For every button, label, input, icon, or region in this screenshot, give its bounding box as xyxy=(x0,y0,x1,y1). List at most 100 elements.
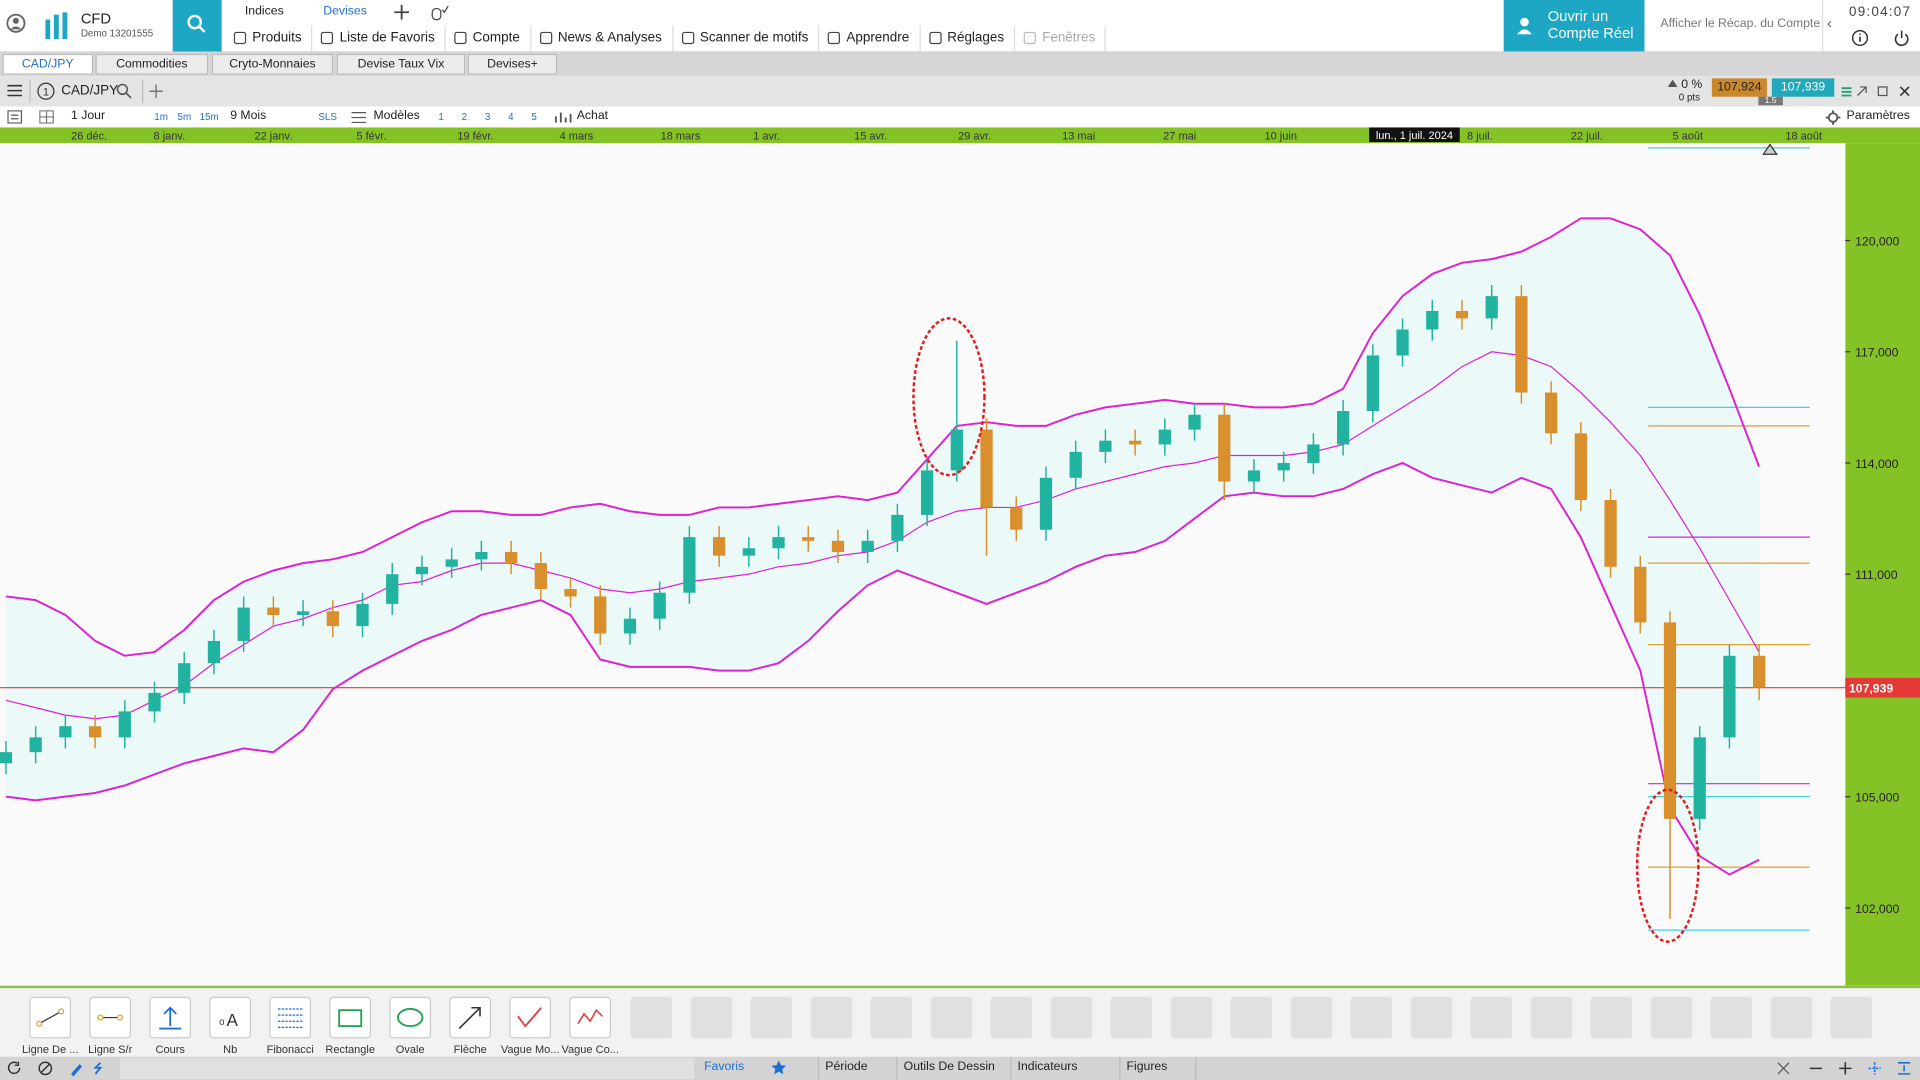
quick-interval[interactable]: 1m xyxy=(154,111,168,123)
power-icon[interactable] xyxy=(1893,29,1910,47)
candle-body xyxy=(148,692,161,712)
candle-body xyxy=(1455,310,1469,319)
empty-slot xyxy=(1350,996,1393,1039)
menu-item[interactable]: Scanner de motifs xyxy=(673,25,820,52)
layout-number[interactable]: 3 xyxy=(484,111,491,123)
zoom-controls[interactable] xyxy=(1776,1060,1917,1076)
y-tick-label: 111,000 xyxy=(1855,568,1898,582)
candle-body xyxy=(386,574,399,604)
period[interactable]: 9 Mois xyxy=(230,108,267,123)
ask-price[interactable]: 107,939 xyxy=(1771,78,1835,97)
candle-body xyxy=(1277,462,1290,471)
candle-body xyxy=(1515,296,1528,393)
tool-button[interactable] xyxy=(569,996,612,1039)
tool-button[interactable] xyxy=(329,996,372,1039)
instrument-tab[interactable]: Cryto-Monnaies xyxy=(211,53,334,75)
quick-interval[interactable]: 15m xyxy=(199,111,219,123)
tool-button[interactable] xyxy=(89,996,132,1039)
tool-button[interactable] xyxy=(509,996,552,1039)
sls[interactable]: SLS xyxy=(318,111,337,123)
layout-number[interactable]: 5 xyxy=(531,111,537,123)
tool-button[interactable] xyxy=(149,996,192,1039)
add-tab[interactable] xyxy=(393,4,410,21)
bottom-tab[interactable]: Favoris xyxy=(704,1060,745,1074)
y-tick-label: 102,000 xyxy=(1855,902,1899,916)
layout-icon[interactable] xyxy=(39,110,54,124)
menu-item[interactable]: Compte xyxy=(446,25,531,52)
open-account-button[interactable]: Ouvrir un Compte Réel xyxy=(1503,0,1645,52)
bottom-tab[interactable]: Période xyxy=(825,1060,868,1074)
instrument-tab[interactable]: CAD/JPY xyxy=(2,53,94,75)
instrument-tab[interactable]: Commodities xyxy=(95,53,209,75)
x-tick-label: 5 févr. xyxy=(356,131,386,143)
highlight-ellipse xyxy=(912,317,986,477)
tool-button[interactable] xyxy=(449,996,492,1039)
window-controls[interactable] xyxy=(1839,81,1915,101)
tool-label: Ligne S/r xyxy=(88,1043,133,1056)
candle-body xyxy=(1634,566,1647,623)
account-recap[interactable]: Afficher le Récap. du Compte xyxy=(1660,17,1821,31)
candle-body xyxy=(1158,429,1171,445)
tab-icon[interactable] xyxy=(430,4,450,21)
settings[interactable]: Paramètres xyxy=(1846,108,1910,123)
candle-body xyxy=(623,618,637,634)
tool-icon xyxy=(97,1014,124,1021)
empty-slot xyxy=(1650,996,1693,1039)
tool-icon xyxy=(458,1006,481,1030)
instrument-tab[interactable]: Devise Taux Vix xyxy=(336,53,466,75)
empty-slot xyxy=(1230,996,1273,1039)
bottom-tab[interactable]: Outils De Dessin xyxy=(903,1060,995,1074)
interval[interactable]: 1 Jour xyxy=(71,108,106,123)
layout-number[interactable]: 2 xyxy=(461,111,468,123)
candle-body xyxy=(594,596,607,634)
empty-slot xyxy=(1470,996,1513,1039)
bid-price[interactable]: 107,924 xyxy=(1711,78,1767,97)
menu-icon[interactable] xyxy=(7,84,23,97)
favorite-star[interactable] xyxy=(771,1060,787,1075)
menu-item[interactable]: Apprendre xyxy=(819,25,921,52)
candle-body xyxy=(1069,451,1082,478)
tool-button[interactable] xyxy=(29,996,72,1039)
buy[interactable]: Achat xyxy=(576,108,609,123)
tool-button[interactable] xyxy=(389,996,432,1039)
candle-body xyxy=(1188,414,1201,430)
menu-item[interactable]: Réglages xyxy=(920,25,1016,52)
bottom-tab[interactable]: Figures xyxy=(1126,1060,1168,1074)
user-icon[interactable] xyxy=(6,13,26,33)
spacer xyxy=(120,1057,695,1079)
templates[interactable]: Modèles xyxy=(373,108,420,123)
bottom-tab[interactable]: Indicateurs xyxy=(1017,1060,1078,1074)
tab[interactable]: Devises xyxy=(323,4,367,19)
search-button[interactable] xyxy=(172,0,222,52)
menu-item[interactable]: Produits xyxy=(225,25,313,52)
x-tick-label: 22 juil. xyxy=(1571,131,1603,143)
menu-item[interactable]: News & Analyses xyxy=(531,25,673,52)
alert-marker[interactable] xyxy=(1762,143,1778,155)
layout-number[interactable]: 4 xyxy=(508,111,514,123)
layout-number[interactable]: 1 xyxy=(438,111,444,123)
instrument-tab[interactable]: Devises+ xyxy=(467,53,558,75)
quick-interval[interactable]: 5m xyxy=(177,111,192,123)
menu-item[interactable]: Liste de Favoris xyxy=(313,25,446,52)
candle-body xyxy=(534,563,547,590)
tab[interactable]: Indices xyxy=(244,4,284,19)
empty-slot xyxy=(1590,996,1633,1039)
instrument-tabs: CAD/JPY Commodities Cryto-Monnaies Devis… xyxy=(0,52,1920,76)
menu-item[interactable]: Fenêtres xyxy=(1015,25,1107,52)
tool-label: Ligne De ... xyxy=(22,1043,79,1056)
info-icon[interactable] xyxy=(1851,29,1869,47)
x-tick-label: 8 juil. xyxy=(1467,131,1493,143)
candle-body xyxy=(1128,440,1142,445)
tool-button[interactable] xyxy=(269,996,312,1039)
add-chart[interactable] xyxy=(149,84,163,98)
x-tick-label: 18 mars xyxy=(661,131,701,143)
candle-body xyxy=(1039,477,1053,530)
tool-icon xyxy=(277,1008,303,1028)
empty-slot xyxy=(1050,996,1093,1039)
bottom-icons[interactable] xyxy=(7,1060,103,1077)
candle-body xyxy=(1604,500,1617,567)
collapse[interactable]: ‹ xyxy=(1826,14,1832,32)
panel-icon[interactable] xyxy=(7,110,23,124)
symbol-search[interactable] xyxy=(116,83,132,99)
